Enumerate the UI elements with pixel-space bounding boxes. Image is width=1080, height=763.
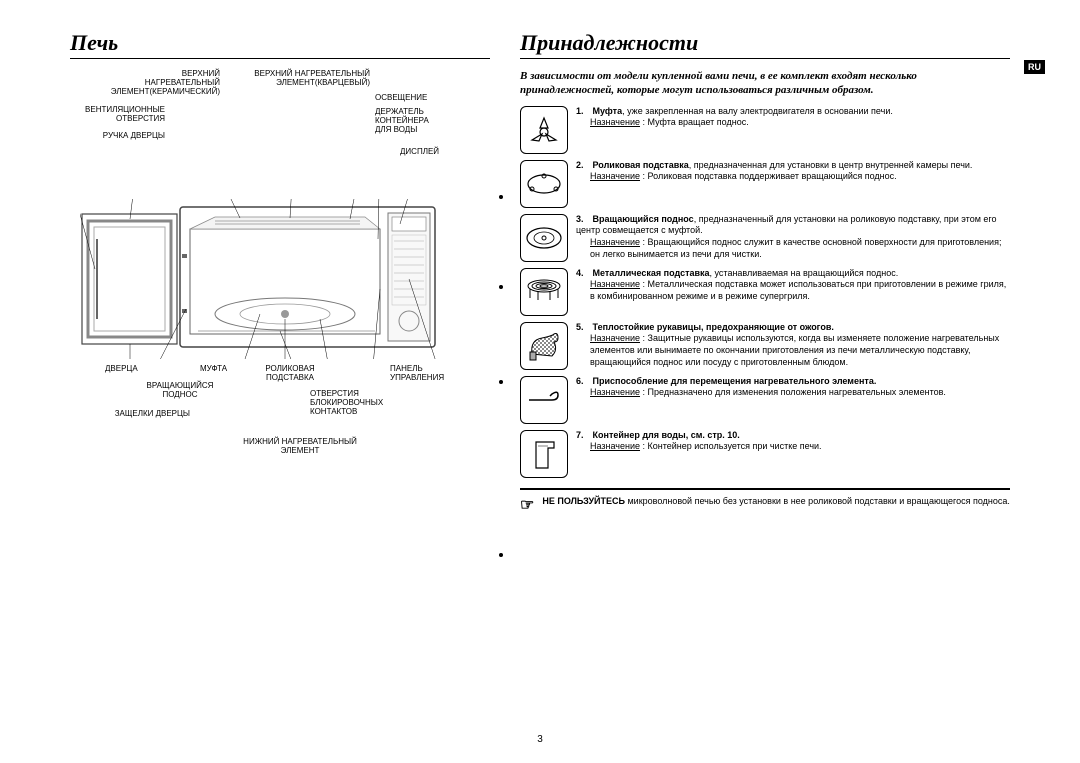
item-number: 7.	[576, 430, 590, 442]
acc-item-metal-rack: 4. Металлическая подставка, устанавливае…	[520, 268, 1010, 316]
label-bottom-heater: НИЖНИЙ НАГРЕВАТЕЛЬНЫЙ ЭЛЕМЕНТ	[220, 437, 380, 455]
purpose-label: Назначение	[590, 387, 640, 397]
label-door: ДВЕРЦА	[105, 364, 138, 373]
section-title-oven: Печь	[70, 30, 490, 59]
item-rest: , устанавливаемая на вращающийся поднос.	[710, 268, 899, 278]
coupler-icon	[520, 106, 568, 154]
item-rest: , предназначенная для установки в центр …	[689, 160, 973, 170]
page-number: 3	[537, 734, 543, 745]
acc-item-roller: 2. Роликовая подставка, предназначенная …	[520, 160, 1010, 208]
item-number: 3.	[576, 214, 590, 226]
label-door-latches: ЗАЩЕЛКИ ДВЕРЦЫ	[70, 409, 190, 418]
label-water-holder: ДЕРЖАТЕЛЬ КОНТЕЙНЕРА ДЛЯ ВОДЫ	[375, 107, 429, 135]
item-number: 2.	[576, 160, 590, 172]
acc-item-coupler: 1. Муфта, уже закрепленная на валу элект…	[520, 106, 1010, 154]
seam-bullet	[499, 285, 503, 289]
item-number: 1.	[576, 106, 590, 118]
label-display: ДИСПЛЕЙ	[400, 147, 439, 156]
roller-ring-icon	[520, 160, 568, 208]
item-number: 4.	[576, 268, 590, 280]
heater-tool-icon	[520, 376, 568, 424]
left-column: Печь ВЕРХНИЙ НАГРЕВАТЕЛЬНЫЙ ЭЛЕМЕНТ(КЕРА…	[70, 30, 490, 516]
item-title: Контейнер для воды, см. стр. 10.	[593, 430, 740, 440]
purpose-label: Назначение	[590, 171, 640, 181]
item-rest: , уже закрепленная на валу электродвигат…	[622, 106, 893, 116]
item-purpose: Муфта вращает поднос.	[648, 117, 749, 127]
label-coupler: МУФТА	[200, 364, 227, 373]
item-purpose: Роликовая подставка поддерживает вращающ…	[648, 171, 897, 181]
item-title: Муфта	[593, 106, 623, 116]
oven-diagram: ВЕРХНИЙ НАГРЕВАТЕЛЬНЫЙ ЭЛЕМЕНТ(КЕРАМИЧЕС…	[70, 69, 490, 489]
acc-item-mitt: 5. Теплостойкие рукавицы, предохраняющие…	[520, 322, 1010, 370]
warning-bold: НЕ ПОЛЬЗУЙТЕСЬ	[542, 496, 625, 506]
label-control-panel: ПАНЕЛЬ УПРАВЛЕНИЯ	[390, 364, 444, 382]
water-container-icon	[520, 430, 568, 478]
label-upper-heater-ceramic: ВЕРХНИЙ НАГРЕВАТЕЛЬНЫЙ ЭЛЕМЕНТ(КЕРАМИЧЕС…	[90, 69, 220, 97]
label-safety-holes: ОТВЕРСТИЯ БЛОКИРОВОЧНЫХ КОНТАКТОВ	[310, 389, 383, 417]
metal-rack-icon	[520, 268, 568, 316]
right-column: Принадлежности В зависимости от модели к…	[520, 30, 1010, 516]
warning-note: ☞ НЕ ПОЛЬЗУЙТЕСЬ микроволновой печью без…	[520, 488, 1010, 517]
label-roller-stand: РОЛИКОВАЯ ПОДСТАВКА	[255, 364, 325, 382]
label-turntable: ВРАЩАЮЩИЙСЯ ПОДНОС	[130, 381, 230, 399]
acc-item-turntable: 3. Вращающийся поднос, предназначенный д…	[520, 214, 1010, 262]
accessories-list: 1. Муфта, уже закрепленная на валу элект…	[520, 106, 1010, 478]
item-title: Металлическая подставка	[593, 268, 710, 278]
item-title: Роликовая подставка	[593, 160, 689, 170]
warning-rest: микроволновой печью без установки в нее …	[625, 496, 1010, 506]
item-title: Теплостойкие рукавицы, предохраняющие от…	[593, 322, 834, 332]
oven-mitt-icon	[520, 322, 568, 370]
label-lighting: ОСВЕЩЕНИЕ	[375, 93, 427, 102]
acc-item-heater-tool: 6. Приспособление для перемещения нагрев…	[520, 376, 1010, 424]
section-title-accessories: Принадлежности	[520, 30, 1010, 59]
pointing-hand-icon: ☞	[520, 496, 534, 517]
purpose-label: Назначение	[590, 333, 640, 343]
intro-text: В зависимости от модели купленной вами п…	[520, 69, 1010, 98]
label-door-handle: РУЧКА ДВЕРЦЫ	[65, 131, 165, 140]
turntable-icon	[520, 214, 568, 262]
item-number: 5.	[576, 322, 590, 334]
purpose-label: Назначение	[590, 279, 640, 289]
purpose-label: Назначение	[590, 117, 640, 127]
item-purpose: Контейнер используется при чистке печи.	[648, 441, 822, 451]
oven-line-drawing	[80, 199, 480, 359]
seam-bullet	[499, 380, 503, 384]
label-vent-holes: ВЕНТИЛЯЦИОННЫЕ ОТВЕРСТИЯ	[65, 105, 165, 123]
acc-item-water-container: 7. Контейнер для воды, см. стр. 10. Назн…	[520, 430, 1010, 478]
purpose-label: Назначение	[590, 237, 640, 247]
item-purpose: Металлическая подставка может использова…	[590, 279, 1006, 301]
item-purpose: Вращающийся поднос служит в качестве осн…	[590, 237, 1001, 259]
label-upper-heater-quartz: ВЕРХНИЙ НАГРЕВАТЕЛЬНЫЙ ЭЛЕМЕНТ(КВАРЦЕВЫЙ…	[230, 69, 370, 87]
seam-bullet	[499, 195, 503, 199]
language-badge: RU	[1024, 60, 1045, 74]
item-number: 6.	[576, 376, 590, 388]
purpose-label: Назначение	[590, 441, 640, 451]
seam-bullet	[499, 553, 503, 557]
item-purpose: Предназначено для изменения положения на…	[648, 387, 946, 397]
item-purpose: Защитные рукавицы используются, когда вы…	[590, 333, 999, 366]
item-title: Вращающийся поднос	[593, 214, 694, 224]
item-title: Приспособление для перемещения нагревате…	[593, 376, 877, 386]
